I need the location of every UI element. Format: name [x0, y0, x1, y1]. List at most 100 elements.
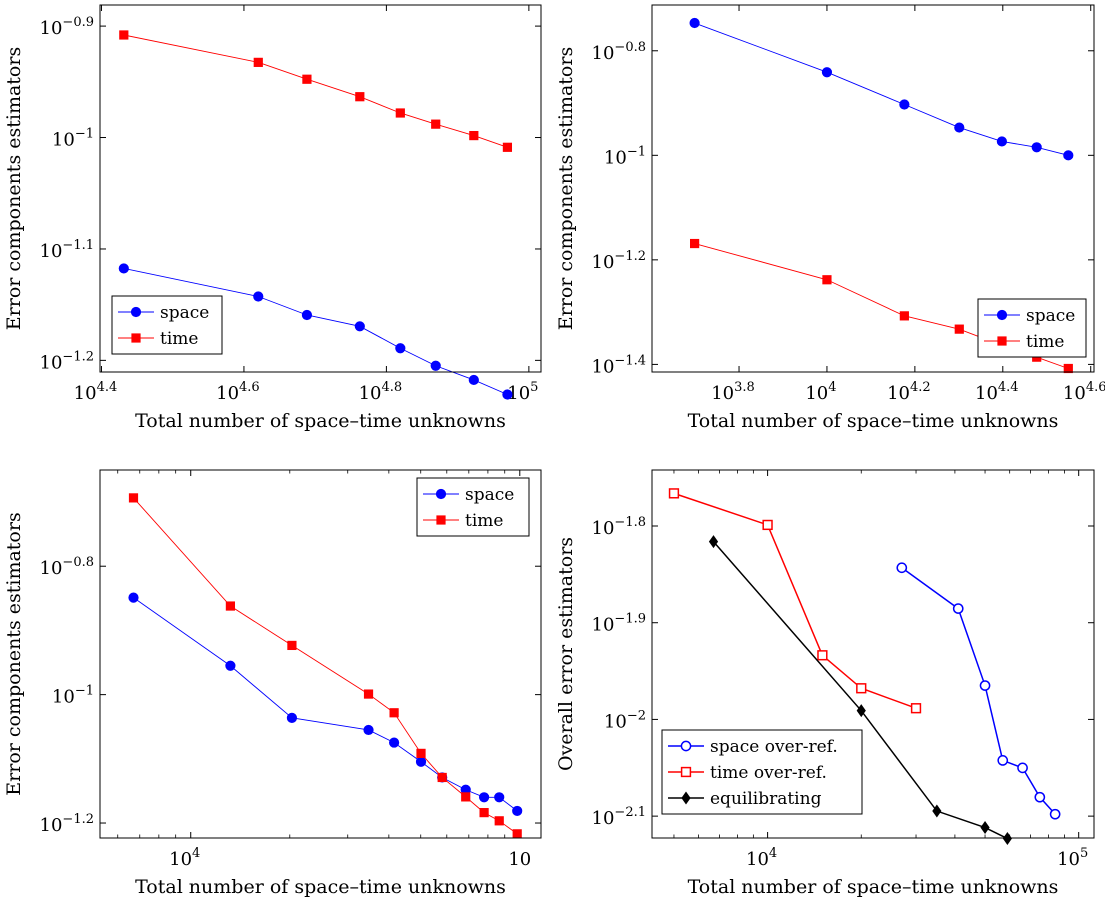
data-point: [287, 640, 297, 651]
x-axis-label: Total number of space–time unknowns: [135, 876, 506, 898]
legend-label: equilibrating: [710, 789, 822, 809]
series-line: [694, 22, 1069, 156]
legend-label: space: [465, 485, 514, 505]
data-point: [354, 321, 365, 332]
y-tick-label: 10−1.8: [592, 515, 646, 539]
data-point: [954, 324, 964, 334]
legend-label: time: [465, 511, 503, 531]
series-equilibrating: [708, 535, 1013, 846]
data-point: [1063, 363, 1073, 374]
data-point: [996, 136, 1007, 147]
legend-swatch-marker: [996, 309, 1008, 321]
y-tick-label: 10−1.9: [592, 612, 646, 636]
data-point: [980, 821, 990, 835]
data-point: [389, 708, 399, 718]
y-tick-label: 10−0.9: [40, 15, 94, 39]
data-point: [415, 756, 427, 767]
x-axis-label: Total number of space–time unknowns: [688, 876, 1059, 898]
legend-swatch-marker: [680, 740, 692, 752]
x-tick-label: 104.4: [74, 380, 118, 404]
plot-frame: [99, 469, 542, 839]
legend-label: space: [1026, 306, 1075, 326]
series-space: [689, 17, 1074, 161]
y-tick-label: 10−1.2: [592, 249, 646, 273]
data-point: [469, 130, 479, 141]
data-point: [363, 724, 374, 736]
x-tick-label: 105: [1057, 846, 1088, 870]
series-line: [133, 597, 518, 812]
y-tick-label: 10−1: [52, 127, 94, 151]
y-tick-label: 10−1.1: [40, 238, 94, 262]
series-line: [133, 497, 518, 835]
data-point: [856, 683, 867, 694]
x-tick-label: 10: [508, 849, 531, 870]
legend-swatch-marker: [681, 791, 691, 805]
plot-frame: [99, 4, 542, 373]
minor-ticks: [117, 470, 506, 838]
data-point: [979, 680, 991, 691]
data-point: [128, 592, 139, 603]
legend-swatch-marker: [680, 766, 692, 778]
data-point: [302, 74, 312, 84]
chart-2: 103.8 104 104.2 104.4 104.6 10−0.8 10−1 10−1.2 1…: [555, 4, 1105, 432]
data-point: [478, 792, 490, 803]
legend-label: time: [160, 329, 198, 349]
data-point: [822, 275, 832, 285]
data-point: [899, 311, 909, 321]
series-line: [123, 267, 508, 395]
data-point: [389, 737, 400, 748]
x-tick-label: 104.8: [359, 380, 403, 404]
data-point: [437, 772, 447, 783]
data-point: [430, 360, 441, 371]
plot-frame: [651, 469, 1095, 839]
y-tick-label: 10−1.2: [40, 812, 94, 836]
series-time-over-ref-: [668, 488, 922, 714]
chart-1: 104.4 104.6 104.8 105 10−0.9 10−1 10−1.1 10−1.2…: [3, 4, 542, 432]
data-point: [494, 792, 505, 803]
data-point: [708, 535, 719, 549]
data-point: [512, 805, 523, 817]
y-tick-label: 10−1.2: [40, 349, 94, 373]
series-space-over-ref-: [896, 562, 1061, 820]
legend-box: [977, 298, 1087, 358]
data-point: [431, 119, 441, 129]
data-point: [817, 650, 828, 661]
legend: space time: [416, 477, 530, 537]
data-point: [494, 816, 504, 826]
legend: space time: [111, 295, 223, 355]
legend-swatch-marker: [130, 306, 142, 318]
data-point: [1063, 150, 1074, 161]
chart-4: 104 105 10−1.8 10−1.9 10−2 10−2.1 Total number…: [555, 469, 1095, 898]
data-point: [1031, 142, 1042, 153]
y-axis-label: Overall error estimators: [555, 537, 577, 771]
x-axis-label: Total number of space–time unknowns: [135, 410, 506, 432]
x-tick-label: 103.8: [711, 380, 755, 404]
y-tick-label: 10−1.4: [592, 353, 646, 377]
legend-label: time: [1026, 332, 1064, 352]
y-tick-label: 10−2: [604, 708, 646, 732]
legend-box: [111, 295, 223, 355]
data-point: [479, 808, 489, 818]
legend: space time: [977, 298, 1087, 358]
data-point: [502, 389, 513, 400]
data-point: [395, 343, 406, 354]
x-tick-label: 104.4: [975, 380, 1019, 404]
legend-box: [416, 477, 530, 537]
x-tick-label: 105: [507, 380, 538, 404]
data-point: [355, 92, 365, 102]
data-point: [899, 99, 910, 110]
data-point: [301, 309, 313, 321]
data-point: [395, 108, 405, 118]
data-point: [952, 603, 964, 614]
series-space: [128, 592, 523, 817]
y-axis-label: Error components estimators: [3, 512, 25, 795]
data-point: [997, 755, 1009, 766]
data-point: [225, 660, 236, 671]
series-line: [901, 567, 1056, 815]
data-point: [856, 704, 866, 718]
plot-frame: [651, 4, 1095, 373]
data-point: [954, 122, 965, 133]
data-point: [502, 142, 513, 152]
data-point: [286, 712, 298, 723]
